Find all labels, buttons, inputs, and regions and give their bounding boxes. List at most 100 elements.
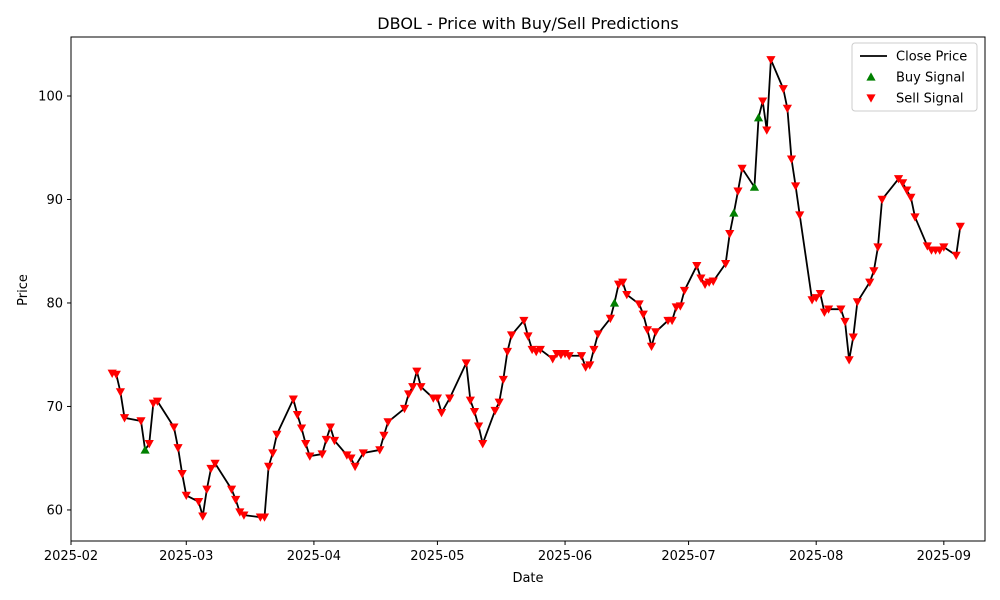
sell-signal-marker bbox=[939, 243, 949, 252]
x-tick-label: 2025-03 bbox=[159, 549, 213, 564]
sell-signal-marker bbox=[548, 355, 558, 364]
sell-signal-marker bbox=[461, 359, 471, 368]
sell-signal-marker bbox=[877, 195, 887, 205]
sell-signal-marker bbox=[144, 440, 154, 449]
sell-signal-marker bbox=[758, 97, 768, 106]
sell-signal-marker bbox=[375, 446, 385, 455]
x-tick-label: 2025-04 bbox=[287, 549, 341, 564]
sell-signal-marker bbox=[177, 470, 187, 479]
plot-frame bbox=[70, 36, 986, 542]
sell-signal-marker bbox=[848, 333, 858, 342]
sell-signal-marker bbox=[272, 430, 282, 439]
x-tick-label: 2025-08 bbox=[789, 549, 843, 564]
sell-signal-marker bbox=[301, 440, 311, 449]
x-axis-label: Date bbox=[512, 571, 543, 586]
sell-signal-marker bbox=[782, 104, 792, 114]
legend-entry-label: Sell Signal bbox=[896, 92, 964, 107]
sell-signal-marker bbox=[535, 345, 545, 355]
sell-signal-marker bbox=[506, 331, 517, 340]
y-tick-label: 90 bbox=[46, 193, 63, 208]
sell-signal-marker bbox=[622, 291, 632, 300]
sell-signal-marker bbox=[935, 246, 945, 255]
sell-signal-marker bbox=[791, 182, 801, 191]
x-tick-label: 2025-07 bbox=[661, 549, 715, 564]
sell-signal-marker bbox=[696, 274, 706, 283]
sell-signal-marker bbox=[906, 193, 916, 203]
x-tick-label: 2025-05 bbox=[410, 549, 464, 564]
x-tick-label: 2025-02 bbox=[44, 549, 98, 564]
legend-buy-swatch bbox=[866, 72, 876, 81]
sell-signal-marker bbox=[836, 305, 846, 314]
sell-signal-marker bbox=[576, 352, 587, 361]
sell-signal-marker bbox=[210, 459, 220, 468]
sell-signal-marker bbox=[642, 326, 652, 335]
legend-entry-label: Buy Signal bbox=[896, 71, 965, 86]
buy-signal-marker bbox=[140, 445, 150, 454]
sell-signal-marker bbox=[490, 406, 500, 416]
sell-signal-marker bbox=[408, 383, 418, 392]
sell-signal-marker bbox=[383, 418, 393, 427]
sell-signal-marker bbox=[593, 330, 603, 339]
sell-signal-marker bbox=[523, 332, 533, 341]
sell-signal-marker bbox=[181, 491, 191, 501]
sell-signal-marker bbox=[634, 300, 644, 309]
sell-signal-marker bbox=[955, 222, 965, 231]
sell-signal-marker bbox=[819, 308, 830, 317]
sell-signal-marker bbox=[778, 85, 788, 94]
sell-signal-marker bbox=[478, 440, 488, 449]
sell-signal-marker bbox=[766, 56, 776, 65]
sell-signal-marker bbox=[762, 126, 772, 135]
sell-signal-marker bbox=[679, 286, 690, 296]
sell-signal-marker bbox=[898, 179, 908, 188]
sell-signal-marker bbox=[235, 508, 245, 517]
sell-signal-marker bbox=[115, 388, 126, 397]
sell-signal-marker bbox=[432, 394, 443, 403]
legend-box bbox=[851, 42, 978, 112]
plot-area bbox=[107, 56, 965, 522]
sell-signal-marker bbox=[852, 298, 862, 307]
sell-signal-marker bbox=[519, 316, 529, 326]
sell-signal-marker bbox=[206, 464, 216, 474]
buy-signal-marker bbox=[729, 208, 739, 217]
sell-signal-marker bbox=[321, 435, 331, 445]
legend: Close Price Buy Signal Sell Signal bbox=[851, 42, 978, 112]
sell-signal-marker bbox=[202, 485, 212, 494]
sell-signal-marker bbox=[708, 277, 718, 286]
sell-signal-marker bbox=[412, 367, 422, 376]
x-tick-label: 2025-06 bbox=[538, 549, 592, 564]
sell-signal-marker bbox=[469, 407, 480, 417]
sell-signal-marker bbox=[811, 294, 821, 303]
sell-signal-marker bbox=[865, 278, 875, 287]
sell-signal-marker bbox=[692, 262, 702, 271]
y-tick-label: 60 bbox=[46, 503, 63, 518]
sell-signal-marker bbox=[296, 424, 307, 433]
sell-signal-marker bbox=[317, 450, 327, 459]
sell-signal-marker bbox=[152, 397, 163, 406]
chart-title: DBOL - Price with Buy/Sell Predictions bbox=[377, 14, 678, 33]
sell-signal-marker bbox=[823, 305, 834, 314]
sell-signal-marker bbox=[473, 422, 484, 431]
sell-signal-marker bbox=[618, 278, 628, 287]
sell-signal-marker bbox=[646, 342, 657, 352]
sell-signal-marker bbox=[305, 452, 315, 461]
sell-signal-marker bbox=[721, 259, 731, 269]
sell-signal-marker bbox=[379, 431, 389, 441]
sell-signal-marker bbox=[675, 302, 685, 311]
sell-signal-marker bbox=[869, 267, 879, 276]
sell-signal-marker bbox=[638, 310, 648, 319]
sell-signal-marker bbox=[465, 396, 475, 405]
sell-signal-marker bbox=[226, 485, 237, 494]
sell-signal-marker bbox=[198, 512, 208, 521]
sell-signal-marker bbox=[111, 370, 121, 379]
sell-signal-marker bbox=[725, 229, 735, 239]
sell-signal-marker bbox=[445, 394, 455, 403]
sell-signal-marker bbox=[346, 454, 356, 463]
sell-signal-marker bbox=[404, 390, 414, 399]
sell-signal-marker bbox=[169, 423, 179, 432]
sell-signal-marker bbox=[288, 395, 298, 404]
sell-signal-marker bbox=[605, 314, 615, 324]
sell-signal-marker bbox=[239, 511, 249, 520]
y-tick-label: 100 bbox=[38, 89, 63, 104]
